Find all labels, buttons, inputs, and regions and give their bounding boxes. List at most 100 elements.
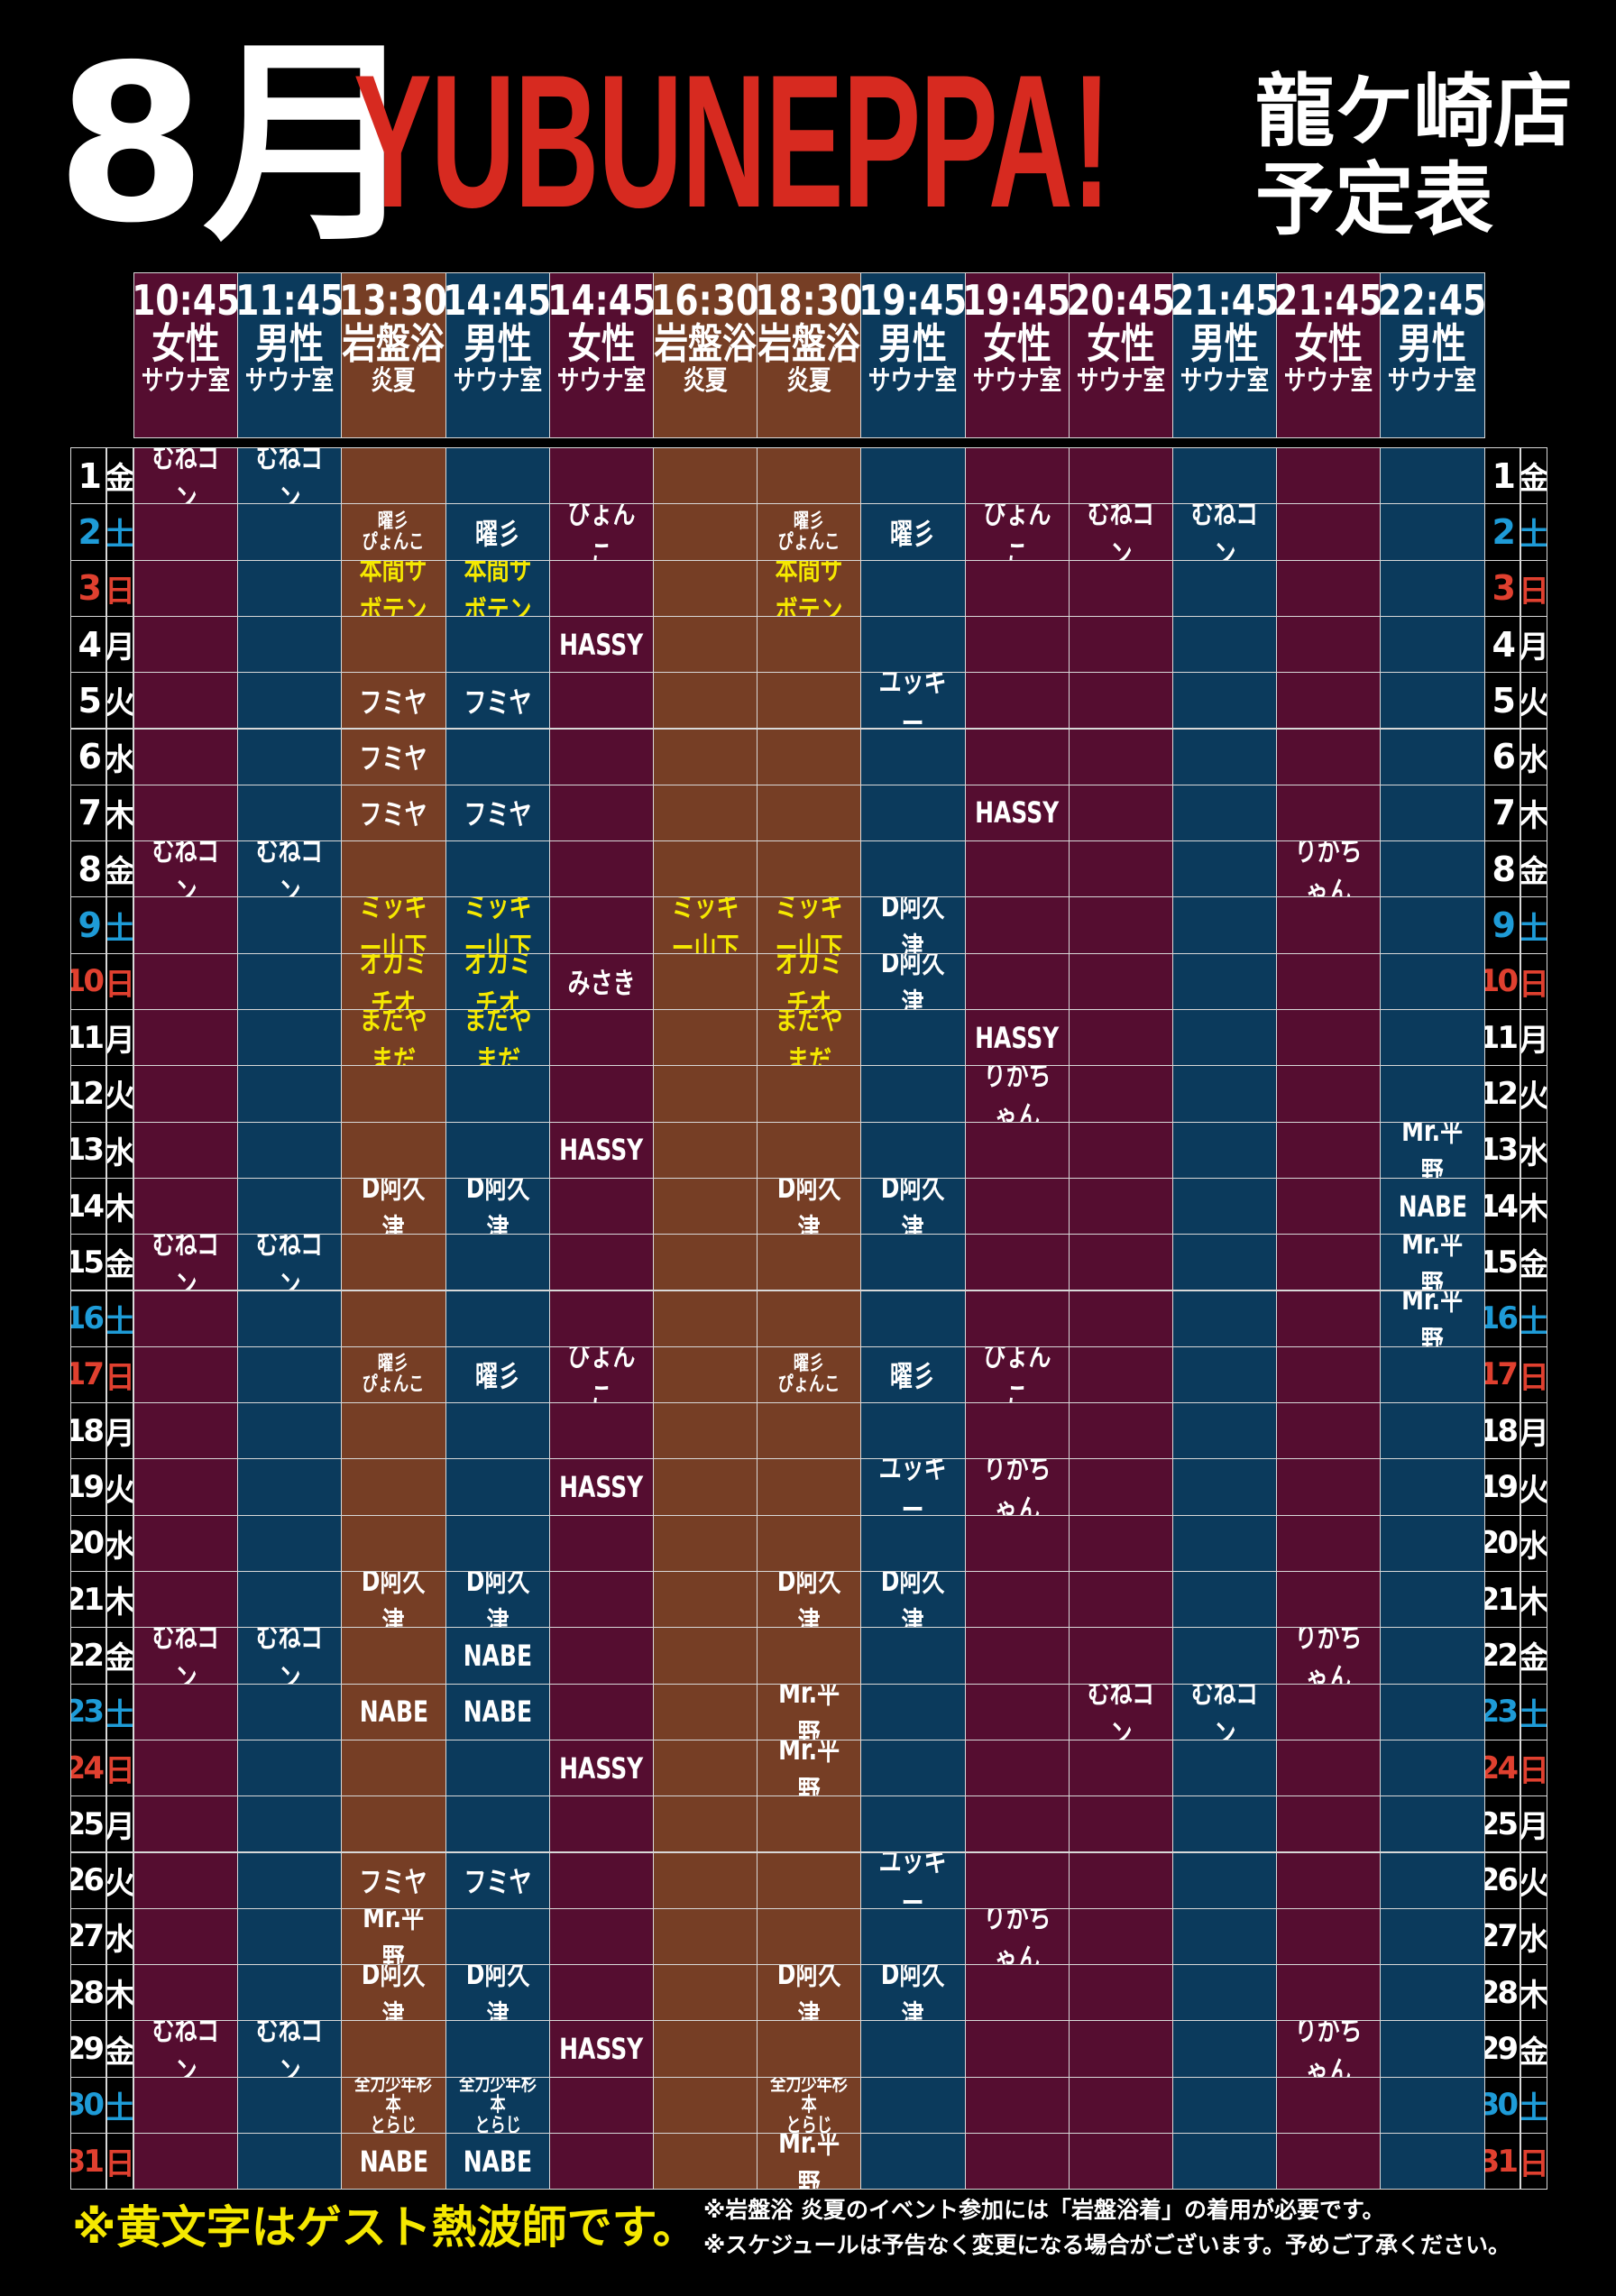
schedule-cell: [860, 1795, 966, 1853]
schedule-cell: [757, 1627, 862, 1685]
day-weekday-left: 金: [106, 2020, 133, 2078]
schedule-cell: [860, 728, 966, 785]
schedule-cell: [133, 1851, 239, 1909]
day-number-left: 13: [70, 1121, 106, 1179]
schedule-cell: [445, 728, 550, 785]
schedule-cell: D阿久津: [860, 1177, 966, 1235]
schedule-cell: [1276, 1907, 1382, 1966]
schedule-cell: フミヤ: [341, 672, 446, 730]
schedule-cell: 全力少年杉本 とらじ: [445, 2076, 550, 2134]
schedule-cell: [1380, 447, 1485, 505]
schedule-cell: [1380, 2020, 1485, 2078]
event-master: フミヤ: [464, 797, 532, 832]
event-master: 曜彡: [474, 1359, 520, 1394]
schedule-cell: 本間サボテン: [757, 559, 862, 617]
schedule-cell: [1068, 1065, 1173, 1123]
schedule-cell: [757, 672, 862, 730]
schedule-cell: [653, 1009, 758, 1067]
schedule-cell: [1068, 447, 1173, 505]
schedule-cell: [1172, 1290, 1278, 1347]
schedule-cell: D阿久津: [341, 1571, 446, 1629]
schedule-cell: [1276, 559, 1382, 617]
schedule-cell: [860, 840, 966, 898]
schedule-cell: [133, 1290, 239, 1347]
day-number-right: 27: [1484, 1907, 1520, 1966]
schedule-cell: [237, 1514, 343, 1572]
schedule-cell: [1068, 1458, 1173, 1516]
schedule-cell: [133, 1795, 239, 1853]
day-weekday-right: 日: [1520, 1739, 1547, 1797]
day-weekday-left: 日: [106, 952, 133, 1010]
schedule-cell: [237, 1402, 343, 1460]
event-master: NABE: [463, 2144, 532, 2179]
day-weekday-left: 水: [106, 728, 133, 785]
schedule-cell: [653, 2076, 758, 2134]
day-number-left: 31: [70, 2133, 106, 2190]
column-header: 19:45 男性 サウナ室: [860, 272, 966, 438]
schedule-cell: [1172, 2133, 1278, 2190]
schedule-cell: [964, 2020, 1070, 2078]
event-master: D阿久津: [881, 952, 945, 1010]
column-header: 14:45 男性 サウナ室: [445, 272, 550, 438]
schedule-cell: [1172, 615, 1278, 674]
schedule-cell: [757, 1290, 862, 1347]
schedule-cell: [964, 1964, 1070, 2022]
event-master: むねゴン: [1190, 503, 1259, 561]
schedule-cell: [653, 1851, 758, 1909]
column-header: 19:45 女性 サウナ室: [964, 272, 1070, 438]
schedule-cell: フミヤ: [445, 1851, 550, 1909]
day-number-left: 10: [70, 952, 106, 1010]
schedule-cell: HASSY: [548, 615, 654, 674]
schedule-cell: [1276, 1177, 1382, 1235]
schedule-cell: [757, 1851, 862, 1909]
schedule-cell: [1380, 1851, 1485, 1909]
schedule-cell: [653, 952, 758, 1010]
schedule-cell: [1172, 1009, 1278, 1067]
day-weekday-right: 土: [1520, 896, 1547, 954]
event-master: HASSY: [559, 2032, 644, 2067]
day-number-left: 18: [70, 1402, 106, 1460]
schedule-cell: [964, 1851, 1070, 1909]
schedule-cell: むねゴン: [1172, 503, 1278, 561]
schedule-cell: [1068, 1851, 1173, 1909]
schedule-cell: ミッキー山下: [653, 896, 758, 954]
schedule-cell: [653, 1290, 758, 1347]
schedule-cell: オカミチオ: [445, 952, 550, 1010]
schedule-cell: [1276, 615, 1382, 674]
schedule-cell: オカミチオ: [757, 952, 862, 1010]
event-master: Mr.平野: [363, 1907, 425, 1966]
schedule-cell: [653, 615, 758, 674]
schedule-cell: [757, 1402, 862, 1460]
schedule-cell: [1276, 1964, 1382, 2022]
day-weekday-right: 木: [1520, 1177, 1547, 1235]
schedule-cell: [445, 1290, 550, 1347]
event-master: ミッキー山下: [671, 896, 739, 954]
day-number-left: 22: [70, 1627, 106, 1685]
column-kind: 岩盤浴: [342, 319, 445, 369]
schedule-cell: むねゴン: [237, 1627, 343, 1685]
day-number-right: 12: [1484, 1065, 1520, 1123]
schedule-cell: [1276, 447, 1382, 505]
schedule-cell: まだやまだ: [445, 1009, 550, 1067]
column-kind: 岩盤浴: [654, 319, 757, 369]
event-master: 全力少年杉本 とらじ: [354, 2076, 433, 2134]
schedule-cell: [237, 2133, 343, 2190]
schedule-cell: [1380, 1571, 1485, 1629]
event-master: Mr.平野: [778, 1739, 840, 1797]
schedule-cell: [757, 1514, 862, 1572]
schedule-cell: [653, 672, 758, 730]
column-time: 19:45: [964, 276, 1070, 325]
day-number-right: 16: [1484, 1290, 1520, 1347]
schedule-cell: [548, 1907, 654, 1966]
event-master: りかちゃん: [1294, 2020, 1363, 2078]
schedule-cell: ミッキー山下: [341, 896, 446, 954]
day-number-left: 28: [70, 1964, 106, 2022]
schedule-cell: [237, 1907, 343, 1966]
schedule-cell: NABE: [341, 1683, 446, 1740]
schedule-cell: [237, 1458, 343, 1516]
schedule-cell: [964, 672, 1070, 730]
schedule-cell: [964, 1514, 1070, 1572]
schedule-cell: [1172, 1121, 1278, 1179]
schedule-cell: [1068, 615, 1173, 674]
title-month: 8月: [56, 18, 419, 271]
